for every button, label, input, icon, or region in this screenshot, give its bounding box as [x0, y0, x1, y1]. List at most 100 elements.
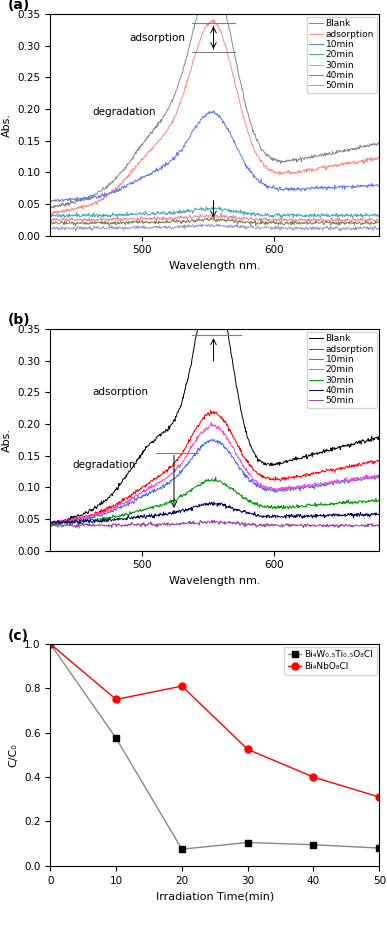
Blank — [377, 432, 382, 443]
adsorption — [107, 501, 111, 512]
Line: Blank: Blank — [50, 0, 379, 208]
40min — [48, 216, 53, 227]
Legend: Blank, adsorption, 10min, 20min, 30min, 40min, 50min: Blank, adsorption, 10min, 20min, 30min, … — [307, 17, 377, 94]
10min — [48, 518, 53, 529]
Line: 10min: 10min — [50, 111, 379, 202]
Line: 40min: 40min — [50, 218, 379, 226]
Line: 30min: 30min — [50, 213, 379, 222]
50min — [243, 518, 248, 529]
20min — [133, 490, 138, 501]
10min — [377, 469, 382, 481]
20min — [268, 210, 273, 221]
50min — [197, 517, 202, 528]
50min — [107, 223, 111, 234]
50min — [243, 220, 248, 232]
30min — [133, 507, 138, 518]
Bi₄W₀.₅Ti₀.₅O₈Cl — [180, 844, 184, 855]
X-axis label: Wavelength nm.: Wavelength nm. — [169, 576, 260, 586]
Legend: Bi₄W₀.₅Ti₀.₅O₈Cl, Bi₄NbO₈Cl: Bi₄W₀.₅Ti₀.₅O₈Cl, Bi₄NbO₈Cl — [284, 646, 377, 675]
adsorption — [212, 15, 217, 26]
adsorption — [49, 209, 54, 220]
40min — [243, 217, 248, 228]
Text: degradation: degradation — [73, 460, 136, 470]
Y-axis label: Abs.: Abs. — [2, 428, 12, 452]
Bi₄NbO₈Cl — [311, 771, 316, 782]
50min — [48, 222, 53, 233]
50min — [199, 219, 204, 230]
30min — [107, 514, 111, 525]
Blank — [51, 519, 56, 531]
adsorption — [107, 187, 111, 198]
Text: (c): (c) — [8, 629, 29, 643]
50min — [269, 520, 273, 532]
20min — [106, 210, 111, 221]
40min — [377, 217, 382, 228]
50min — [133, 223, 138, 234]
30min — [377, 214, 382, 225]
20min — [377, 469, 382, 481]
10min — [243, 469, 248, 480]
Blank — [297, 453, 301, 464]
adsorption — [48, 208, 53, 219]
30min — [213, 471, 218, 482]
Bi₄NbO₈Cl — [245, 744, 250, 755]
10min — [197, 117, 202, 128]
40min — [297, 218, 301, 229]
30min — [197, 480, 202, 491]
adsorption — [269, 474, 273, 485]
Bi₄NbO₈Cl — [377, 792, 382, 803]
10min — [297, 483, 301, 494]
Legend: Blank, adsorption, 10min, 20min, 30min, 40min, 50min: Blank, adsorption, 10min, 20min, 30min, … — [307, 332, 377, 408]
10min — [212, 433, 216, 444]
Line: 20min: 20min — [50, 206, 379, 218]
adsorption — [377, 455, 382, 466]
Blank — [209, 273, 214, 284]
Text: (b): (b) — [8, 314, 30, 328]
30min — [48, 519, 53, 530]
10min — [107, 507, 111, 519]
Text: adsorption: adsorption — [129, 32, 185, 43]
50min — [297, 222, 301, 233]
Y-axis label: C/C₀: C/C₀ — [9, 743, 19, 767]
50min — [269, 224, 273, 235]
adsorption — [269, 164, 273, 175]
40min — [212, 496, 216, 507]
20min — [269, 482, 273, 493]
50min — [197, 219, 202, 231]
Bi₄W₀.₅Ti₀.₅O₈Cl — [48, 638, 53, 649]
X-axis label: Irradiation Time(min): Irradiation Time(min) — [156, 891, 274, 901]
30min — [268, 216, 273, 227]
Line: 50min: 50min — [50, 520, 379, 529]
20min — [107, 504, 111, 515]
50min — [297, 519, 301, 531]
50min — [377, 223, 382, 234]
X-axis label: Wavelength nm.: Wavelength nm. — [169, 261, 260, 271]
Blank — [377, 139, 382, 150]
50min — [48, 520, 53, 532]
50min — [209, 515, 214, 526]
Bi₄NbO₈Cl — [114, 694, 118, 705]
Blank — [48, 200, 53, 211]
50min — [107, 521, 111, 532]
Bi₄W₀.₅Ti₀.₅O₈Cl — [114, 732, 118, 744]
50min — [133, 519, 138, 531]
40min — [133, 512, 138, 523]
adsorption — [297, 471, 301, 482]
adsorption — [133, 160, 138, 171]
40min — [210, 212, 215, 223]
40min — [197, 215, 202, 226]
Blank — [269, 154, 273, 165]
30min — [106, 215, 111, 226]
adsorption — [243, 454, 248, 465]
10min — [268, 181, 273, 193]
Blank — [243, 422, 248, 433]
30min — [297, 501, 301, 512]
20min — [204, 201, 209, 212]
30min — [48, 214, 53, 225]
adsorption — [48, 516, 53, 527]
40min — [243, 505, 248, 516]
Bi₄NbO₈Cl — [48, 638, 53, 649]
50min — [73, 226, 78, 237]
Blank — [197, 313, 202, 324]
Bi₄NbO₈Cl — [180, 681, 184, 692]
